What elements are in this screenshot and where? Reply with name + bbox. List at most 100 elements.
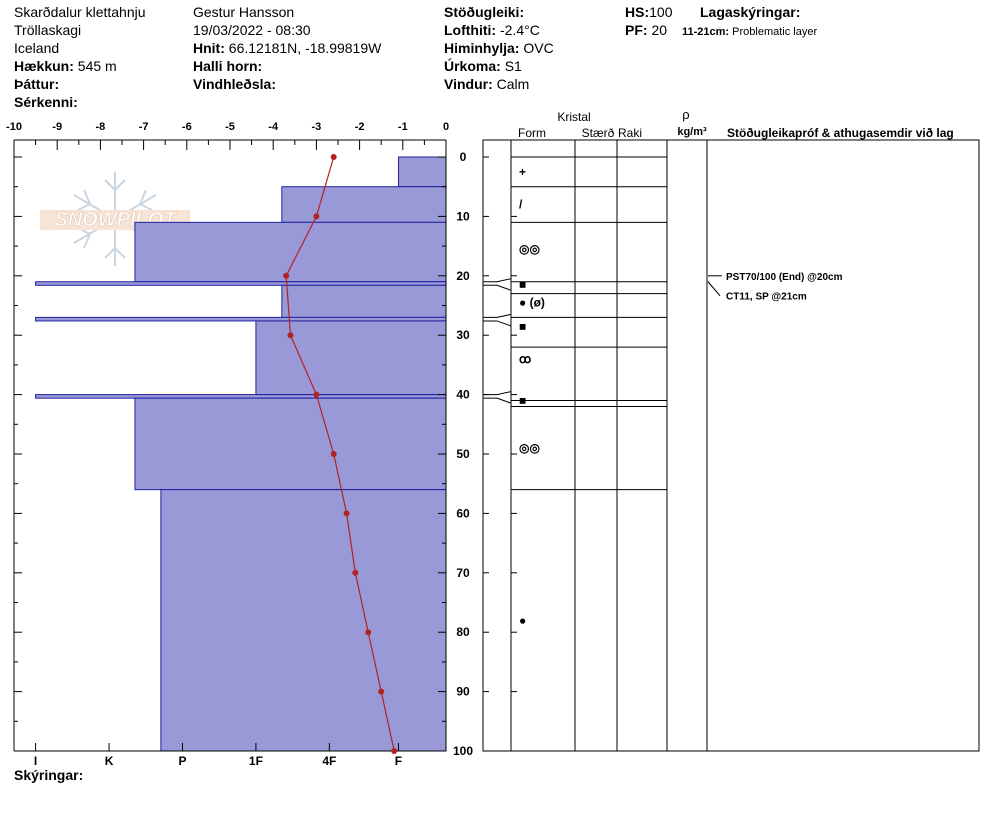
temperature-point <box>313 391 320 398</box>
country-name: Iceland <box>14 40 60 56</box>
form-header: Form <box>518 126 546 140</box>
layer-connector-bottom <box>483 284 512 291</box>
hardness-tick-label: 1F <box>249 754 263 768</box>
air-temp-label: Lofthiti: <box>444 22 497 38</box>
hardness-bar <box>35 394 447 399</box>
hardness-bar <box>281 284 447 318</box>
wind-row: Vindur: Calm <box>444 75 529 93</box>
footer-notes-label: Skýringar: <box>14 767 84 783</box>
temp-tick-label: -10 <box>6 121 22 133</box>
hardness-tick-label: P <box>178 754 186 768</box>
hardness-bar <box>35 281 447 286</box>
depth-tick-label: 80 <box>456 625 470 639</box>
layer-note-range: 11-21cm: <box>682 26 730 38</box>
crystal-header: Kristal <box>557 110 590 124</box>
depth-tick-label: 40 <box>456 388 470 402</box>
depth-tick-label: 70 <box>456 566 470 580</box>
hardness-bar <box>397 156 447 188</box>
elevation-label: Hækkun: <box>14 58 74 74</box>
layer-connector-top <box>483 313 512 318</box>
pf-label: PF: <box>625 22 648 38</box>
temperature-point <box>343 510 350 517</box>
layer-table: Kristal Form Stærð Raki ρ kg/m³ Stöðugle… <box>482 107 980 752</box>
footer-notes: Skýringar: <box>14 766 83 784</box>
air-temp-row: Lofthiti: -2.4°C <box>444 21 540 39</box>
temp-tick-label: -5 <box>225 121 235 133</box>
rho-header: ρ <box>682 107 689 122</box>
temperature-point <box>330 154 337 160</box>
layer-connector-top <box>483 278 512 283</box>
hs-value: 100 <box>649 4 673 20</box>
temperature-point <box>283 272 290 279</box>
hardness-profile <box>35 156 447 752</box>
precip-row: Úrkoma: S1 <box>444 57 522 75</box>
coords-value: 66.12181N, -18.99819W <box>228 40 382 56</box>
layer-notes-row: Lagaskýringar: <box>700 3 800 21</box>
coords-row: Hnit: 66.12181N, -18.99819W <box>193 39 381 57</box>
temperature-point <box>287 332 294 339</box>
temperature-point <box>313 213 320 220</box>
hardness-bar <box>35 316 447 322</box>
stability-test-label: CT11, SP @21cm <box>726 292 807 303</box>
temp-tick-label: -7 <box>139 121 149 133</box>
temp-tick-label: -1 <box>398 121 408 133</box>
stability-label: Stöðugleiki: <box>444 4 525 20</box>
coords-label: Hnit: <box>193 40 225 56</box>
wind-label: Vindur: <box>444 76 493 92</box>
hardness-tick-label: K <box>105 754 114 768</box>
crystal-symbol: ■ <box>519 278 526 292</box>
wind-value: Calm <box>496 76 530 92</box>
layer-table-rows: + / ◎◎ ■ ● (ø) ■ ꝏ ■ ◎◎ ● PST70/100 (End) @20cm CT1… <box>483 156 843 752</box>
depth-tick-label: 90 <box>456 685 470 699</box>
layer-connector-bottom <box>483 320 512 327</box>
sky-value: OVC <box>523 40 554 56</box>
table-frame <box>482 139 980 752</box>
temperature-point <box>365 629 372 636</box>
precip-value: S1 <box>504 58 522 74</box>
stability-row: Stöðugleiki: <box>444 3 524 21</box>
crystal-symbol: ■ <box>519 394 526 408</box>
crystal-symbol: ◎◎ <box>519 242 540 256</box>
wind-loading-row: Vindhleðsla: <box>193 75 276 93</box>
temperature-point <box>330 451 337 457</box>
elevation-value: 545 m <box>77 58 117 74</box>
crystal-symbol: + <box>519 165 526 179</box>
stability-header: Stöðugleikapróf & athugasemdir við lag <box>727 126 954 140</box>
hardness-bar <box>134 397 447 491</box>
hardness-bar <box>134 221 447 283</box>
aspect-row: Þáttur: <box>14 75 59 93</box>
wind-loading-label: Vindhleðsla: <box>193 76 276 92</box>
precip-label: Úrkoma: <box>444 58 501 74</box>
stability-test-label: PST70/100 (End) @20cm <box>726 272 843 283</box>
depth-tick-label: 10 <box>456 209 470 223</box>
aspect-label: Þáttur: <box>14 76 60 92</box>
sky-row: Himinhylja: OVC <box>444 39 554 57</box>
hs-row: HS:100 <box>625 3 672 21</box>
crystal-symbol: ◎◎ <box>519 441 540 455</box>
hardness-bar <box>255 320 447 396</box>
temp-tick-label: -8 <box>96 121 106 133</box>
depth-tick-label: 100 <box>453 744 473 758</box>
temperature-series <box>283 154 398 754</box>
stability-pointer <box>707 281 721 297</box>
special-label: Sérkenni: <box>14 94 78 110</box>
pf-row: PF: 20 <box>625 21 667 39</box>
observer-name: Gestur Hansson <box>193 4 295 20</box>
crystal-symbol: ● <box>519 613 526 627</box>
air-temp-value: -2.4°C <box>499 22 540 38</box>
depth-tick-label: 20 <box>456 269 470 283</box>
pf-value: 20 <box>651 22 668 38</box>
layer-note-text: Problematic layer <box>732 26 818 38</box>
temperature-point <box>378 688 385 695</box>
hardness-tick-label: I <box>34 754 37 768</box>
temperature-point <box>352 569 359 576</box>
hardness-bar <box>160 489 447 752</box>
layer-note: 11-21cm: Problematic layer <box>682 23 817 41</box>
crystal-symbol: / <box>519 198 523 212</box>
layer-notes-label: Lagaskýringar: <box>700 4 801 20</box>
elevation-row: Hækkun: 545 m <box>14 57 117 75</box>
depth-tick-label: 0 <box>460 150 467 164</box>
size-header: Stærð <box>582 126 615 140</box>
slope-label: Halli horn: <box>193 58 263 74</box>
